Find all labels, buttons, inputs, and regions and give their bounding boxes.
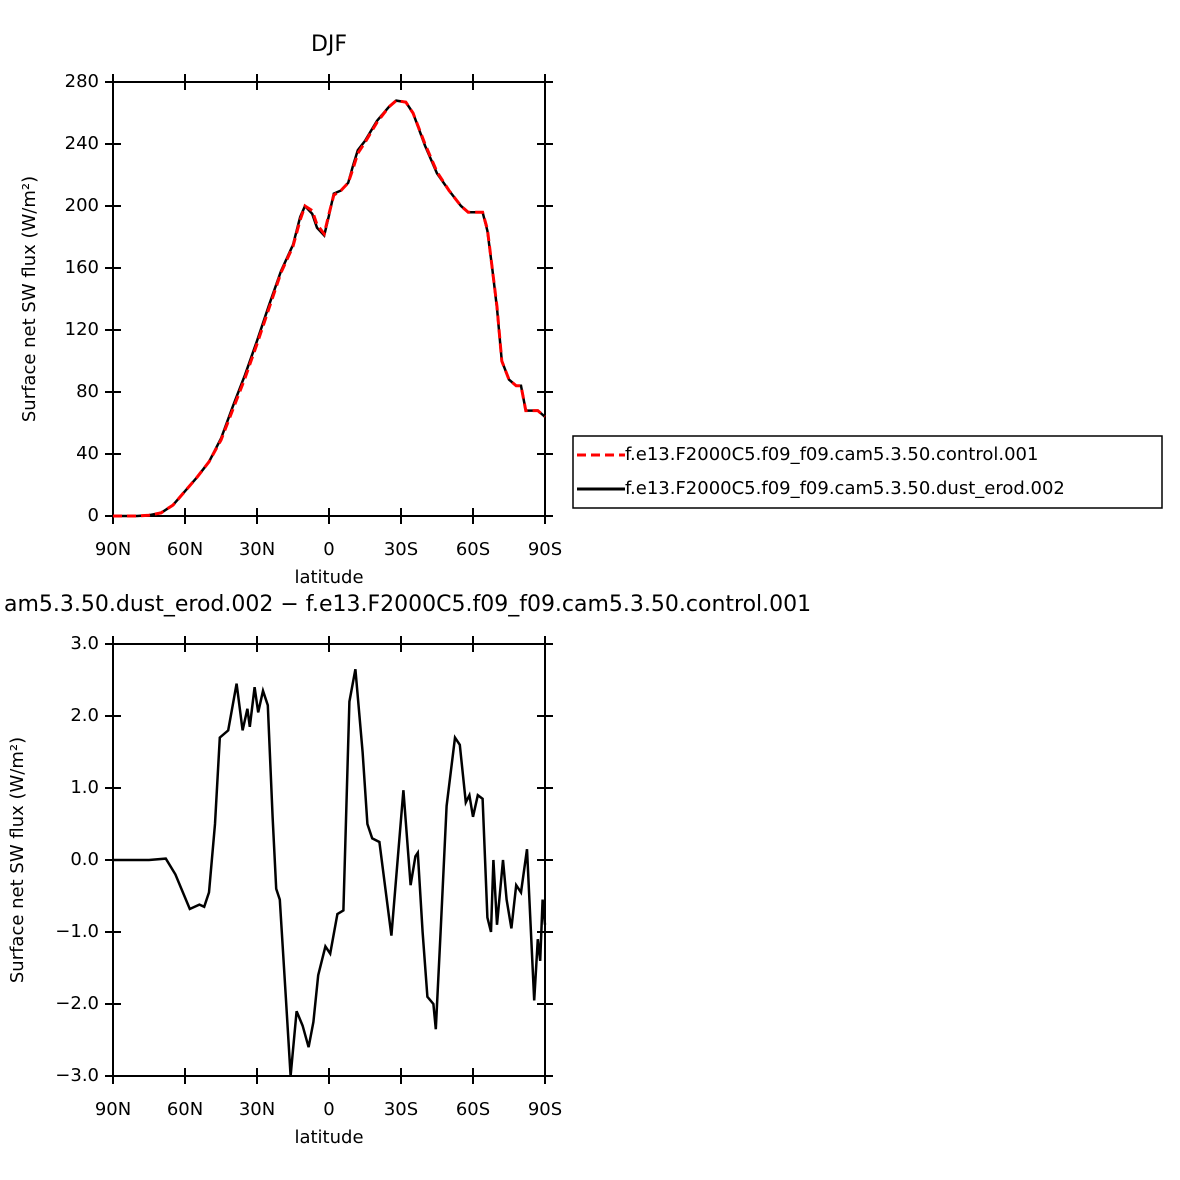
x-tick-label: 0 bbox=[323, 1099, 334, 1120]
data-line bbox=[113, 99, 546, 518]
x-tick-label: 60S bbox=[456, 539, 490, 560]
x-tick-label: 90N bbox=[95, 539, 131, 560]
x-tick-label: 0 bbox=[323, 539, 334, 560]
x-tick-label: 60S bbox=[456, 1099, 490, 1120]
y-tick-label: 40 bbox=[76, 443, 99, 464]
x-axis-label: latitude bbox=[294, 567, 363, 588]
y-tick-label: −1.0 bbox=[55, 921, 99, 942]
x-tick-label: 30N bbox=[239, 1099, 275, 1120]
x-axis-label: latitude bbox=[294, 1127, 363, 1148]
y-tick-label: 2.0 bbox=[70, 705, 99, 726]
data-line bbox=[113, 668, 547, 1077]
y-tick-label: −2.0 bbox=[55, 993, 99, 1014]
legend-label: f.e13.F2000C5.f09_f09.cam5.3.50.dust_ero… bbox=[625, 478, 1065, 499]
legend-label: f.e13.F2000C5.f09_f09.cam5.3.50.control.… bbox=[625, 444, 1038, 465]
x-tick-label: 60N bbox=[167, 1099, 203, 1120]
y-tick-label: 0.0 bbox=[70, 849, 99, 870]
x-tick-label: 60N bbox=[167, 539, 203, 560]
y-tick-label: 200 bbox=[65, 195, 99, 216]
y-axis-label: Surface net SW flux (W/m²) bbox=[19, 176, 40, 422]
x-tick-label: 90N bbox=[95, 1099, 131, 1120]
y-tick-label: 160 bbox=[65, 257, 99, 278]
plot-frame bbox=[112, 643, 546, 1077]
y-tick-label: 240 bbox=[65, 133, 99, 154]
y-tick-label: −3.0 bbox=[55, 1065, 99, 1086]
x-tick-label: 30S bbox=[384, 1099, 418, 1120]
x-tick-label: 30S bbox=[384, 539, 418, 560]
y-tick-label: 120 bbox=[65, 319, 99, 340]
y-tick-label: 3.0 bbox=[70, 633, 99, 654]
y-tick-label: 0 bbox=[88, 505, 99, 526]
plot-frame bbox=[112, 81, 546, 517]
legend-box bbox=[572, 435, 1163, 509]
y-tick-label: 80 bbox=[76, 381, 99, 402]
x-tick-label: 90S bbox=[528, 539, 562, 560]
data-line bbox=[113, 99, 546, 518]
y-axis-label: Surface net SW flux (W/m²) bbox=[7, 737, 28, 983]
x-tick-label: 30N bbox=[239, 539, 275, 560]
x-tick-label: 90S bbox=[528, 1099, 562, 1120]
chart-title: DJF bbox=[311, 32, 347, 57]
y-tick-label: 1.0 bbox=[70, 777, 99, 798]
y-tick-label: 280 bbox=[65, 71, 99, 92]
chart-title: am5.3.50.dust_erod.002 − f.e13.F2000C5.f… bbox=[4, 592, 811, 617]
